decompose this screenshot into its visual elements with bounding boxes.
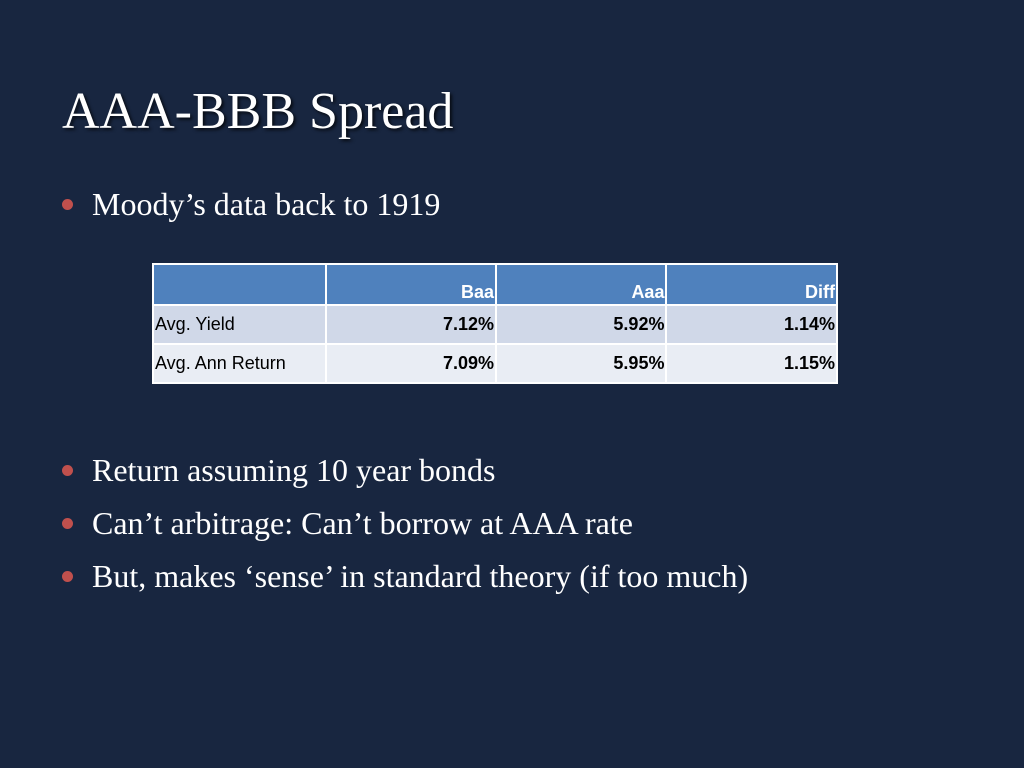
- bullet-item: But, makes ‘sense’ in standard theory (i…: [62, 550, 748, 603]
- bullet-item: Return assuming 10 year bonds: [62, 444, 748, 497]
- bullet-dot-icon: [62, 571, 73, 582]
- bullet-dot-icon: [62, 465, 73, 476]
- bullet-dot-icon: [62, 518, 73, 529]
- header-baa: Baa: [324, 263, 497, 306]
- slide-title: AAA-BBB Spread: [62, 83, 454, 140]
- row-label: Avg. Yield: [152, 304, 327, 345]
- bullet-item: Can’t arbitrage: Can’t borrow at AAA rat…: [62, 497, 748, 550]
- table-header-row: Baa Aaa Diff: [152, 263, 838, 306]
- bullet-item: Moody’s data back to 1919: [62, 178, 440, 231]
- table-row: Avg. Yield 7.12% 5.92% 1.14%: [152, 304, 838, 345]
- bullet-text: Can’t arbitrage: Can’t borrow at AAA rat…: [92, 505, 633, 541]
- cell-diff: 1.14%: [665, 304, 838, 345]
- cell-aaa: 5.95%: [494, 343, 668, 384]
- cell-diff: 1.15%: [665, 343, 838, 384]
- bullet-text: Moody’s data back to 1919: [92, 186, 441, 222]
- cell-baa: 7.12%: [324, 304, 497, 345]
- table-row: Avg. Ann Return 7.09% 5.95% 1.15%: [152, 343, 838, 384]
- cell-baa: 7.09%: [324, 343, 497, 384]
- bullet-list-bottom: Return assuming 10 year bonds Can’t arbi…: [62, 444, 748, 603]
- cell-aaa: 5.92%: [494, 304, 668, 345]
- header-aaa: Aaa: [494, 263, 668, 306]
- bullet-text: But, makes ‘sense’ in standard theory (i…: [92, 558, 749, 594]
- bullet-dot-icon: [62, 199, 73, 210]
- spread-table: Baa Aaa Diff Avg. Yield 7.12% 5.92% 1.14…: [152, 263, 838, 384]
- header-diff: Diff: [665, 263, 838, 306]
- bullet-text: Return assuming 10 year bonds: [92, 452, 496, 488]
- header-empty: [152, 263, 327, 306]
- bullet-list-top: Moody’s data back to 1919: [62, 178, 440, 231]
- row-label: Avg. Ann Return: [152, 343, 327, 384]
